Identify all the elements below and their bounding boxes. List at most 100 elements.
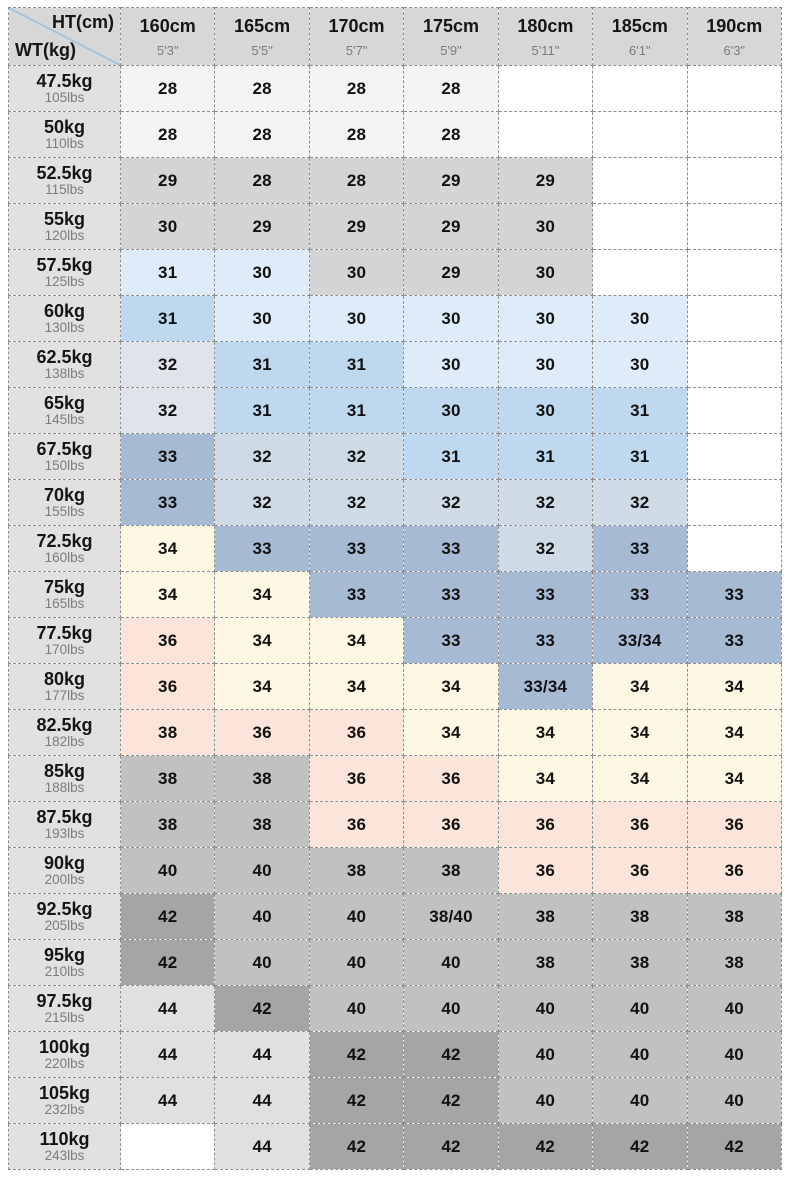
size-value: 30 <box>441 400 461 420</box>
size-value: 31 <box>346 354 367 374</box>
size-cell: 33 <box>214 525 310 572</box>
size-cell: 42 <box>119 893 216 940</box>
weight-row-header: 65kg 145lbs <box>8 387 121 434</box>
size-value: 33 <box>346 584 367 604</box>
weight-lbs-label: 150lbs <box>44 458 85 474</box>
size-value: 36 <box>158 676 178 696</box>
weight-kg-label: 60kg <box>43 300 86 321</box>
table-row-52.5kg: 52.5kg 115lbs 29 28 28 29 29 <box>8 157 783 204</box>
weight-row-header: 60kg 130lbs <box>8 295 121 342</box>
size-cell: 33 <box>119 433 216 480</box>
height-inches-label: 5'3" <box>156 42 179 58</box>
size-value: 36 <box>441 768 461 788</box>
size-value: 44 <box>158 1090 178 1110</box>
size-value: 30 <box>441 308 461 328</box>
empty-cell <box>686 387 783 434</box>
size-cell: 38 <box>119 709 216 756</box>
size-value: 34 <box>346 676 367 696</box>
size-value: 30 <box>346 262 367 282</box>
size-value: 33 <box>535 584 556 604</box>
size-value: 42 <box>535 1136 556 1156</box>
size-cell: 34 <box>119 525 216 572</box>
size-value: 28 <box>158 78 178 98</box>
size-value: 36 <box>158 630 178 650</box>
size-value: 31 <box>441 446 461 466</box>
height-column-header-185: 185cm 6'1" <box>592 7 688 66</box>
size-cell: 40 <box>403 939 499 986</box>
table-row-100kg: 100kg 220lbs 44 44 42 42 40 40 40 <box>8 1031 783 1078</box>
size-cell: 36 <box>214 709 310 756</box>
size-cell: 42 <box>308 1123 405 1170</box>
size-value: 30 <box>535 354 556 374</box>
table-row-57.5kg: 57.5kg 125lbs 31 30 30 29 30 <box>8 249 783 296</box>
size-cell: 31 <box>308 341 405 388</box>
size-cell: 40 <box>308 985 405 1032</box>
size-value: 28 <box>346 78 367 98</box>
size-cell: 36 <box>308 755 405 802</box>
weight-lbs-label: 243lbs <box>44 1148 85 1164</box>
height-header-row: HT(cm) WT(kg) 160cm 5'3" 165cm 5'5" 170cm 5'7… <box>8 7 783 66</box>
weight-kg-label: 90kg <box>43 852 86 873</box>
empty-cell <box>686 249 783 296</box>
weight-kg-label: 57.5kg <box>36 254 93 275</box>
size-value: 33 <box>441 584 461 604</box>
table-row-82.5kg: 82.5kg 182lbs 38 36 36 34 34 34 34 <box>8 709 783 756</box>
size-cell: 40 <box>592 1077 688 1124</box>
table-row-80kg: 80kg 177lbs 36 34 34 34 33/34 34 34 <box>8 663 783 710</box>
height-inches-label: 5'9" <box>440 42 462 58</box>
size-cell: 30 <box>119 203 216 250</box>
size-cell: 32 <box>592 479 688 526</box>
size-value: 29 <box>441 170 461 190</box>
weight-lbs-label: 200lbs <box>44 872 85 888</box>
size-value: 33 <box>724 630 744 650</box>
size-value: 32 <box>252 492 272 512</box>
weight-kg-label: 65kg <box>43 392 86 413</box>
size-value: 32 <box>252 446 272 466</box>
height-column-header-165: 165cm 5'5" <box>214 7 310 66</box>
size-value: 44 <box>252 1090 272 1110</box>
size-cell: 40 <box>497 985 594 1032</box>
size-cell: 33 <box>686 571 783 618</box>
size-value: 32 <box>630 492 650 512</box>
weight-row-header: 90kg 200lbs <box>8 847 121 894</box>
size-value: 31 <box>158 262 178 282</box>
size-cell: 34 <box>214 617 310 664</box>
size-value: 38 <box>252 814 272 834</box>
size-value: 33 <box>158 446 178 466</box>
size-value: 40 <box>724 1044 744 1064</box>
weight-kg-label: 47.5kg <box>36 70 93 91</box>
size-value: 29 <box>158 170 178 190</box>
weight-lbs-label: 165lbs <box>44 596 85 612</box>
size-value: 38 <box>252 768 272 788</box>
size-cell: 36 <box>497 801 594 848</box>
weight-kg-label: 92.5kg <box>36 898 93 919</box>
empty-cell <box>592 157 688 204</box>
size-value: 30 <box>630 354 650 374</box>
size-value: 30 <box>346 308 367 328</box>
size-value: 42 <box>441 1136 461 1156</box>
height-cm-label: 180cm <box>517 16 574 37</box>
size-cell: 28 <box>119 65 216 112</box>
table-row-95kg: 95kg 210lbs 42 40 40 40 38 38 38 <box>8 939 783 986</box>
size-cell: 44 <box>119 985 216 1032</box>
size-cell: 30 <box>497 203 594 250</box>
size-value: 34 <box>252 676 272 696</box>
size-cell: 44 <box>119 1077 216 1124</box>
size-cell: 42 <box>214 985 310 1032</box>
size-value: 29 <box>252 216 272 236</box>
size-value: 36 <box>724 860 744 880</box>
size-value: 44 <box>158 998 178 1018</box>
empty-cell <box>497 65 594 112</box>
size-cell: 40 <box>686 1031 783 1078</box>
table-row-77.5kg: 77.5kg 170lbs 36 34 34 33 33 33/34 33 <box>8 617 783 664</box>
size-cell: 28 <box>214 65 310 112</box>
size-cell: 36 <box>119 663 216 710</box>
size-value: 40 <box>252 906 272 926</box>
weight-row-header: 67.5kg 150lbs <box>8 433 121 480</box>
size-cell: 30 <box>403 387 499 434</box>
size-value: 30 <box>535 308 556 328</box>
size-cell: 36 <box>592 847 688 894</box>
size-value: 32 <box>535 538 556 558</box>
size-cell: 38 <box>308 847 405 894</box>
weight-lbs-label: 120lbs <box>44 228 85 244</box>
